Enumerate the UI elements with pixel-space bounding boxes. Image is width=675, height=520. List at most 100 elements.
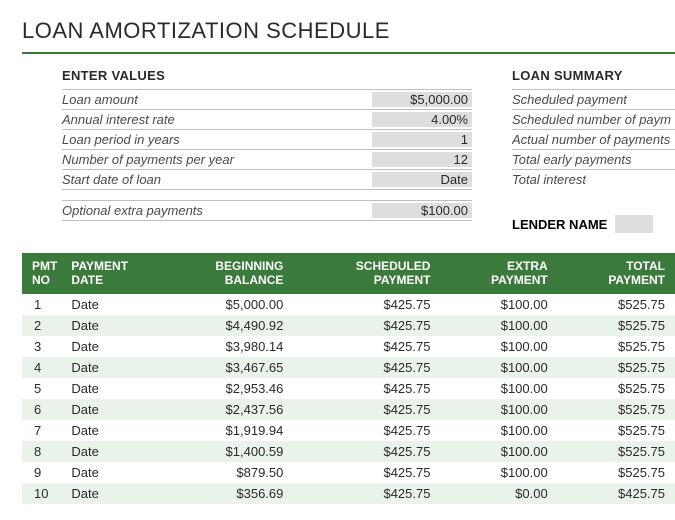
- table-cell: $525.75: [558, 315, 675, 336]
- enter-values-block: ENTER VALUES Loan amount$5,000.00Annual …: [62, 68, 472, 233]
- table-row: 2Date$4,490.92$425.75$100.00$525.75: [22, 315, 675, 336]
- table-row: 6Date$2,437.56$425.75$100.00$525.75: [22, 399, 675, 420]
- enter-values-header: ENTER VALUES: [62, 68, 472, 83]
- table-cell: $425.75: [293, 315, 440, 336]
- table-cell: $356.69: [157, 483, 293, 504]
- table-row: 3Date$3,980.14$425.75$100.00$525.75: [22, 336, 675, 357]
- column-header: PMTNO: [22, 253, 67, 294]
- table-cell: $5,000.00: [157, 294, 293, 315]
- table-cell: $4,490.92: [157, 315, 293, 336]
- table-cell: Date: [67, 399, 157, 420]
- table-cell: $525.75: [558, 336, 675, 357]
- input-row: Annual interest rate4.00%: [62, 109, 472, 129]
- table-cell: $525.75: [558, 294, 675, 315]
- table-row: 8Date$1,400.59$425.75$100.00$525.75: [22, 441, 675, 462]
- top-section: ENTER VALUES Loan amount$5,000.00Annual …: [22, 68, 675, 233]
- table-cell: $425.75: [293, 420, 440, 441]
- optional-label: Optional extra payments: [62, 203, 203, 218]
- input-label: Start date of loan: [62, 172, 161, 187]
- summary-label: Total interest: [512, 172, 586, 187]
- input-row: Start date of loan Date: [62, 169, 472, 190]
- table-row: 1Date$5,000.00$425.75$100.00$525.75: [22, 294, 675, 315]
- table-cell: Date: [67, 294, 157, 315]
- column-header: TOTALPAYMENT: [558, 253, 675, 294]
- optional-extra-row: Optional extra payments $100.00: [62, 200, 472, 221]
- table-cell: $425.75: [293, 399, 440, 420]
- table-cell: 6: [22, 399, 67, 420]
- lender-row: LENDER NAME: [512, 215, 675, 233]
- lender-label: LENDER NAME: [512, 217, 607, 232]
- input-label: Loan period in years: [62, 132, 180, 147]
- summary-row: Scheduled number of paym: [512, 109, 675, 129]
- table-cell: $425.75: [558, 483, 675, 504]
- table-cell: Date: [67, 315, 157, 336]
- summary-row: Scheduled payment: [512, 89, 675, 109]
- table-cell: 1: [22, 294, 67, 315]
- column-header: EXTRAPAYMENT: [440, 253, 557, 294]
- table-cell: $425.75: [293, 441, 440, 462]
- summary-row: Total early payments: [512, 149, 675, 169]
- table-cell: $100.00: [440, 399, 557, 420]
- table-row: 10Date$356.69$425.75$0.00$425.75: [22, 483, 675, 504]
- table-cell: Date: [67, 441, 157, 462]
- page-title: LOAN AMORTIZATION SCHEDULE: [22, 18, 675, 44]
- table-cell: $525.75: [558, 378, 675, 399]
- amortization-table: PMTNOPAYMENTDATEBEGINNINGBALANCESCHEDULE…: [22, 253, 675, 504]
- input-value[interactable]: 4.00%: [372, 112, 472, 127]
- table-cell: 4: [22, 357, 67, 378]
- summary-label: Actual number of payments: [512, 132, 670, 147]
- table-cell: $425.75: [293, 336, 440, 357]
- table-cell: 2: [22, 315, 67, 336]
- table-cell: $525.75: [558, 357, 675, 378]
- table-cell: $2,953.46: [157, 378, 293, 399]
- table-cell: Date: [67, 357, 157, 378]
- table-header-row: PMTNOPAYMENTDATEBEGINNINGBALANCESCHEDULE…: [22, 253, 675, 294]
- input-row: Loan amount$5,000.00: [62, 89, 472, 109]
- table-row: 7Date$1,919.94$425.75$100.00$525.75: [22, 420, 675, 441]
- optional-value[interactable]: $100.00: [372, 203, 472, 218]
- table-cell: $1,400.59: [157, 441, 293, 462]
- table-cell: $425.75: [293, 294, 440, 315]
- table-cell: Date: [67, 336, 157, 357]
- table-cell: 8: [22, 441, 67, 462]
- input-value[interactable]: 1: [372, 132, 472, 147]
- column-header: PAYMENTDATE: [67, 253, 157, 294]
- table-cell: Date: [67, 462, 157, 483]
- table-cell: $100.00: [440, 378, 557, 399]
- input-value[interactable]: 12: [372, 152, 472, 167]
- table-cell: $1,919.94: [157, 420, 293, 441]
- table-cell: $2,437.56: [157, 399, 293, 420]
- summary-label: Scheduled number of paym: [512, 112, 671, 127]
- loan-summary-header: LOAN SUMMARY: [512, 68, 675, 83]
- input-row: Loan period in years 1: [62, 129, 472, 149]
- summary-row: Actual number of payments: [512, 129, 675, 149]
- table-cell: $100.00: [440, 420, 557, 441]
- table-cell: $425.75: [293, 462, 440, 483]
- column-header: SCHEDULEDPAYMENT: [293, 253, 440, 294]
- table-body: 1Date$5,000.00$425.75$100.00$525.752Date…: [22, 294, 675, 504]
- table-row: 5Date$2,953.46$425.75$100.00$525.75: [22, 378, 675, 399]
- table-cell: $0.00: [440, 483, 557, 504]
- table-cell: $525.75: [558, 420, 675, 441]
- input-row: Number of payments per year12: [62, 149, 472, 169]
- summary-label: Total early payments: [512, 152, 631, 167]
- table-cell: $100.00: [440, 462, 557, 483]
- table-cell: Date: [67, 420, 157, 441]
- table-cell: 7: [22, 420, 67, 441]
- table-cell: Date: [67, 483, 157, 504]
- column-header: BEGINNINGBALANCE: [157, 253, 293, 294]
- table-cell: $525.75: [558, 462, 675, 483]
- table-row: 9Date$879.50$425.75$100.00$525.75: [22, 462, 675, 483]
- table-cell: $100.00: [440, 441, 557, 462]
- loan-summary-block: LOAN SUMMARY Scheduled payment Scheduled …: [512, 68, 675, 233]
- table-cell: Date: [67, 378, 157, 399]
- input-value[interactable]: $5,000.00: [372, 92, 472, 107]
- table-cell: 5: [22, 378, 67, 399]
- table-cell: $100.00: [440, 294, 557, 315]
- table-cell: $100.00: [440, 315, 557, 336]
- table-cell: $425.75: [293, 483, 440, 504]
- lender-input[interactable]: [615, 215, 653, 233]
- summary-label: Scheduled payment: [512, 92, 627, 107]
- table-cell: $425.75: [293, 357, 440, 378]
- input-value[interactable]: Date: [372, 172, 472, 187]
